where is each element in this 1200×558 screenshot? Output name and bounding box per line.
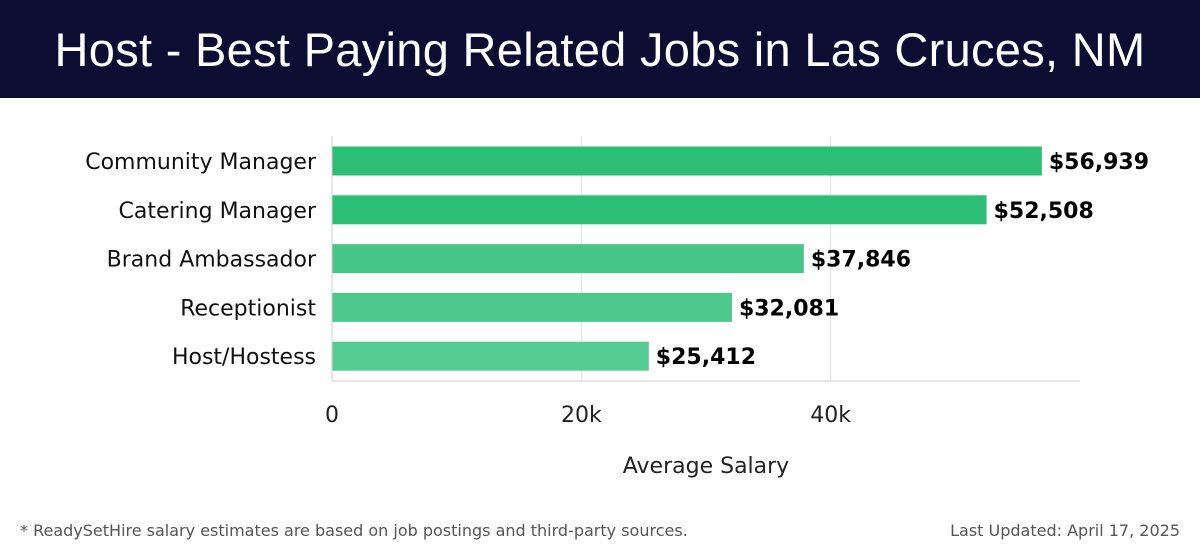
x-tick-label: 20k (561, 403, 602, 428)
axes: 0 20k 40k Community Manager Catering Manager… (85, 136, 1080, 428)
bar-value-label: $32,081 (739, 296, 839, 321)
bar-value-label: $56,939 (1049, 150, 1149, 175)
title-banner: Host - Best Paying Related Jobs in Las C… (0, 0, 1200, 98)
bar (332, 195, 987, 225)
last-updated: Last Updated: April 17, 2025 (950, 520, 1180, 540)
bar (332, 292, 732, 322)
y-tick-label: Community Manager (85, 150, 317, 175)
bar (332, 146, 1042, 176)
footer: * ReadySetHire salary estimates are base… (20, 518, 1180, 542)
x-tick-label: 40k (810, 403, 851, 428)
bar (332, 341, 649, 371)
y-tick-label: Receptionist (180, 296, 316, 321)
y-tick-label: Host/Hostess (172, 345, 316, 370)
bars: $56,939 $52,508 $37,846 $32,081 $25,412 (332, 146, 1149, 371)
x-tick-label: 0 (325, 403, 339, 428)
y-tick-label: Catering Manager (119, 199, 317, 224)
bar-value-label: $25,412 (656, 345, 756, 370)
bar-chart: $56,939 $52,508 $37,846 $32,081 $25,412 0 20k… (85, 136, 1149, 479)
x-axis-label: Average Salary (623, 454, 789, 479)
footer-note: * ReadySetHire salary estimates are base… (20, 520, 688, 540)
bar (332, 244, 804, 274)
bar-value-label: $37,846 (811, 248, 911, 273)
y-tick-label: Brand Ambassador (107, 248, 317, 273)
page-title: Host - Best Paying Related Jobs in Las C… (54, 22, 1146, 76)
bar-value-label: $52,508 (994, 199, 1094, 224)
